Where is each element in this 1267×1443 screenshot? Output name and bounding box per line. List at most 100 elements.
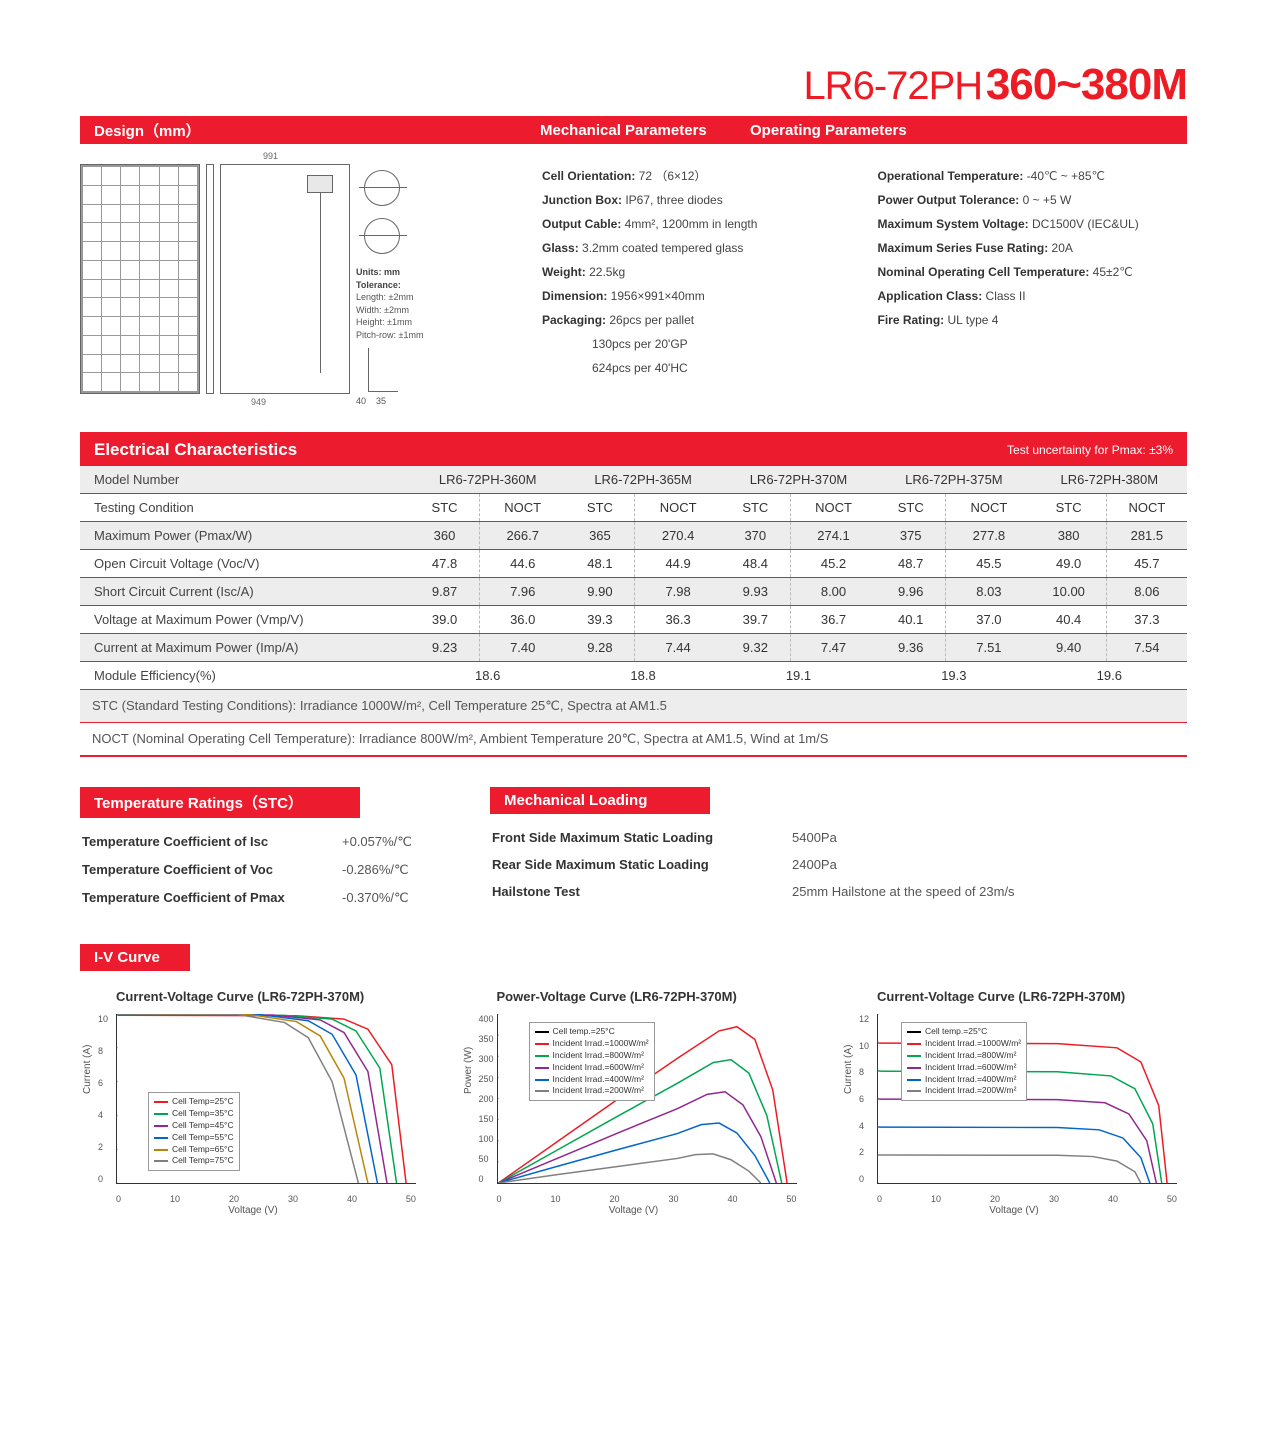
junction-box-icon	[307, 175, 333, 193]
legend-item: Incident Irrad.=400W/m²	[535, 1074, 649, 1086]
kv-row: Temperature Coefficient of Pmax-0.370%/℃	[82, 890, 490, 906]
stc-note: STC (Standard Testing Conditions): Irrad…	[80, 690, 1187, 723]
table-cell: 48.1	[565, 550, 635, 578]
kv-row: Temperature Coefficient of Voc-0.286%/℃	[82, 862, 490, 878]
table-cell: 39.3	[565, 606, 635, 634]
param-row: Operational Temperature: -40℃ ~ +85℃	[878, 164, 1188, 188]
table-cell: 380	[1032, 522, 1107, 550]
table-cell: 9.90	[565, 578, 635, 606]
legend-item: Incident Irrad.=600W/m²	[535, 1062, 649, 1074]
kv-row: Rear Side Maximum Static Loading2400Pa	[492, 857, 1187, 872]
tolerance-label: Tolerance:	[356, 280, 401, 290]
table-cell: STC	[565, 494, 635, 522]
table-cell: 270.4	[635, 522, 721, 550]
chart-legend: Cell temp.=25°CIncident Irrad.=1000W/m²I…	[529, 1022, 655, 1101]
dim-40: 40	[356, 396, 366, 406]
legend-item: Cell temp.=25°C	[535, 1026, 649, 1038]
legend-item: Incident Irrad.=600W/m²	[907, 1062, 1021, 1074]
table-cell: 39.7	[721, 606, 791, 634]
units-label: Units: mm	[356, 267, 400, 277]
chart: Current-Voltage Curve (LR6-72PH-370M)Cur…	[849, 989, 1179, 1214]
table-cell: LR6-72PH-360M	[410, 466, 565, 494]
mounting-hole-detail-icon	[364, 170, 400, 206]
table-cell: 277.8	[946, 522, 1032, 550]
table-cell: 40.4	[1032, 606, 1107, 634]
chart-legend: Cell Temp=25°CCell Temp=35°CCell Temp=45…	[148, 1092, 240, 1171]
elec-subtitle: Test uncertainty for Pmax: ±3%	[1007, 443, 1173, 457]
table-row-label: Short Circuit Current (Isc/A)	[80, 578, 410, 606]
panel-diagram: 991 949 Units: mm Tolerance: Length: ±2m…	[80, 164, 520, 404]
electrical-table: Model NumberLR6-72PH-360MLR6-72PH-365MLR…	[80, 466, 1187, 690]
table-cell: 48.7	[876, 550, 946, 578]
table-cell: 9.23	[410, 634, 480, 662]
table-cell: 44.6	[480, 550, 566, 578]
table-cell: 7.98	[635, 578, 721, 606]
table-cell: 39.0	[410, 606, 480, 634]
elec-title: Electrical Characteristics	[94, 440, 297, 460]
panel-side-view	[206, 164, 214, 394]
table-cell: NOCT	[480, 494, 566, 522]
table-row-label: Current at Maximum Power (Imp/A)	[80, 634, 410, 662]
design-heading: Design（mm）	[94, 123, 201, 140]
iv-curve-heading: I-V Curve	[80, 944, 190, 971]
table-cell: 10.00	[1032, 578, 1107, 606]
table-cell: 36.7	[790, 606, 876, 634]
table-cell: 7.47	[790, 634, 876, 662]
table-cell: 45.2	[790, 550, 876, 578]
operating-params-list: Operational Temperature: -40℃ ~ +85℃Powe…	[878, 164, 1188, 404]
legend-item: Incident Irrad.=800W/m²	[535, 1050, 649, 1062]
table-row-label: Open Circuit Voltage (Voc/V)	[80, 550, 410, 578]
table-cell: STC	[721, 494, 791, 522]
legend-item: Incident Irrad.=200W/m²	[535, 1085, 649, 1097]
table-cell: 365	[565, 522, 635, 550]
legend-item: Incident Irrad.=1000W/m²	[535, 1038, 649, 1050]
table-cell: 370	[721, 522, 791, 550]
title-suffix: 360~380M	[986, 60, 1187, 109]
chart-x-label: Voltage (V)	[989, 1205, 1038, 1216]
table-cell: 9.40	[1032, 634, 1107, 662]
cable-icon	[320, 193, 321, 373]
table-row-label: Testing Condition	[80, 494, 410, 522]
table-cell: NOCT	[946, 494, 1032, 522]
noct-note: NOCT (Nominal Operating Cell Temperature…	[80, 723, 1187, 755]
top-content-row: 991 949 Units: mm Tolerance: Length: ±2m…	[80, 164, 1187, 404]
table-cell: 9.87	[410, 578, 480, 606]
table-cell: LR6-72PH-380M	[1032, 466, 1187, 494]
table-cell: STC	[410, 494, 480, 522]
table-cell: 18.8	[565, 662, 720, 690]
kv-row: Temperature Coefficient of Isc+0.057%/℃	[82, 834, 490, 850]
title-prefix: LR6-72PH	[803, 64, 982, 108]
legend-item: Cell Temp=35°C	[154, 1108, 234, 1120]
frame-section-icon	[368, 348, 398, 392]
table-cell: 37.0	[946, 606, 1032, 634]
chart-x-ticks: 01020304050	[877, 1194, 1177, 1204]
chart-title: Current-Voltage Curve (LR6-72PH-370M)	[88, 989, 418, 1004]
table-cell: 36.0	[480, 606, 566, 634]
table-row-label: Module Efficiency(%)	[80, 662, 410, 690]
legend-item: Cell Temp=45°C	[154, 1120, 234, 1132]
table-cell: 47.8	[410, 550, 480, 578]
table-cell: 9.93	[721, 578, 791, 606]
chart-y-label: Current (A)	[82, 1045, 93, 1094]
chart: Current-Voltage Curve (LR6-72PH-370M)Cur…	[88, 989, 418, 1214]
kv-row: Hailstone Test25mm Hailstone at the spee…	[492, 884, 1187, 899]
table-cell: 36.3	[635, 606, 721, 634]
charts-row: Current-Voltage Curve (LR6-72PH-370M) Cur…	[80, 989, 1187, 1214]
table-cell: 49.0	[1032, 550, 1107, 578]
table-cell: 19.3	[876, 662, 1031, 690]
table-cell: 9.28	[565, 634, 635, 662]
table-cell: LR6-72PH-370M	[721, 466, 876, 494]
legend-item: Incident Irrad.=1000W/m²	[907, 1038, 1021, 1050]
table-cell: 9.36	[876, 634, 946, 662]
chart-y-ticks: 050100150200250300350400	[479, 1014, 494, 1184]
param-row: Junction Box: IP67, three diodes	[542, 188, 852, 212]
param-row: Glass: 3.2mm coated tempered glass	[542, 236, 852, 260]
tol-height: Height: ±1mm	[356, 317, 412, 327]
table-cell: STC	[876, 494, 946, 522]
legend-item: Cell Temp=75°C	[154, 1155, 234, 1167]
top-section-bar: Design（mm） Mechanical Parameters Operati…	[80, 116, 1187, 144]
panel-front-view	[80, 164, 200, 394]
table-cell: 266.7	[480, 522, 566, 550]
chart-title: Current-Voltage Curve (LR6-72PH-370M)	[849, 989, 1179, 1004]
table-cell: 7.44	[635, 634, 721, 662]
